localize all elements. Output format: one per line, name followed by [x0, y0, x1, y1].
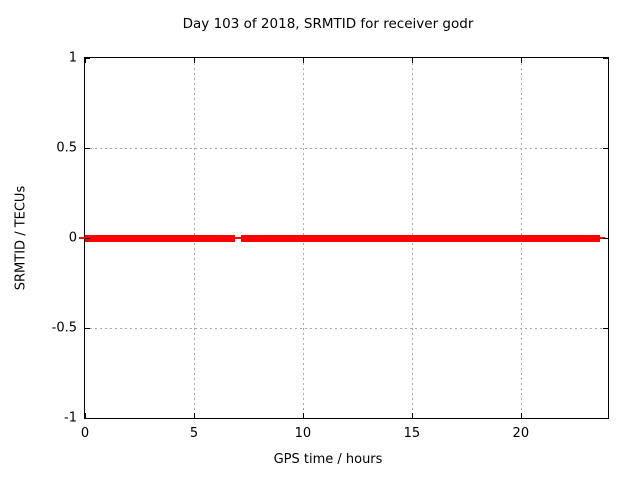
y-tick-label: -0.5: [51, 320, 77, 336]
x-tick-mark: [520, 413, 522, 418]
y-tick-mark-right: [603, 58, 608, 59]
y-axis-label: SRMTID / TECUs: [13, 185, 29, 291]
x-axis-label: GPS time / hours: [273, 452, 383, 467]
grid-line-horizontal: [85, 148, 608, 149]
y-tick-mark: [85, 58, 90, 59]
x-tick-label: 5: [189, 426, 199, 441]
x-tick-mark-top: [193, 58, 195, 63]
chart-title: Day 103 of 2018, SRMTID for receiver god…: [182, 16, 474, 32]
y-tick-label: -1: [64, 410, 77, 426]
x-tick-label: 10: [294, 426, 312, 441]
y-tick-label: 1: [68, 50, 77, 66]
x-tick-label: 0: [80, 426, 90, 441]
x-tick-mark: [411, 413, 413, 418]
y-tick-mark: [85, 148, 90, 149]
y-tick-mark: [85, 328, 90, 329]
y-tick-mark-right: [603, 418, 608, 419]
x-tick-mark-top: [85, 58, 86, 63]
x-tick-mark-top: [520, 58, 522, 63]
y-tick-mark-right: [603, 238, 608, 239]
y-tick-label: 0: [68, 230, 77, 246]
x-tick-mark-top: [411, 58, 413, 63]
plot-area: 0 5 10 15 20 -1 -0.5 0 0.5 1: [52, 51, 609, 441]
x-tick-label: 20: [512, 426, 530, 441]
x-tick-label: 15: [403, 426, 421, 441]
y-tick-mark-right: [603, 328, 608, 329]
y-tick-mark-right: [603, 148, 608, 149]
series-segment: [85, 235, 236, 242]
y-tick-label: 0.5: [56, 140, 77, 156]
x-tick-mark: [193, 413, 195, 418]
y-tick-mark: [85, 418, 90, 419]
x-tick-mark-top: [302, 58, 304, 63]
series-segment: [240, 235, 601, 242]
x-tick-mark: [85, 413, 86, 418]
y-tick-mark: [85, 238, 90, 239]
x-tick-mark: [302, 413, 304, 418]
grid-line-horizontal: [85, 328, 608, 329]
